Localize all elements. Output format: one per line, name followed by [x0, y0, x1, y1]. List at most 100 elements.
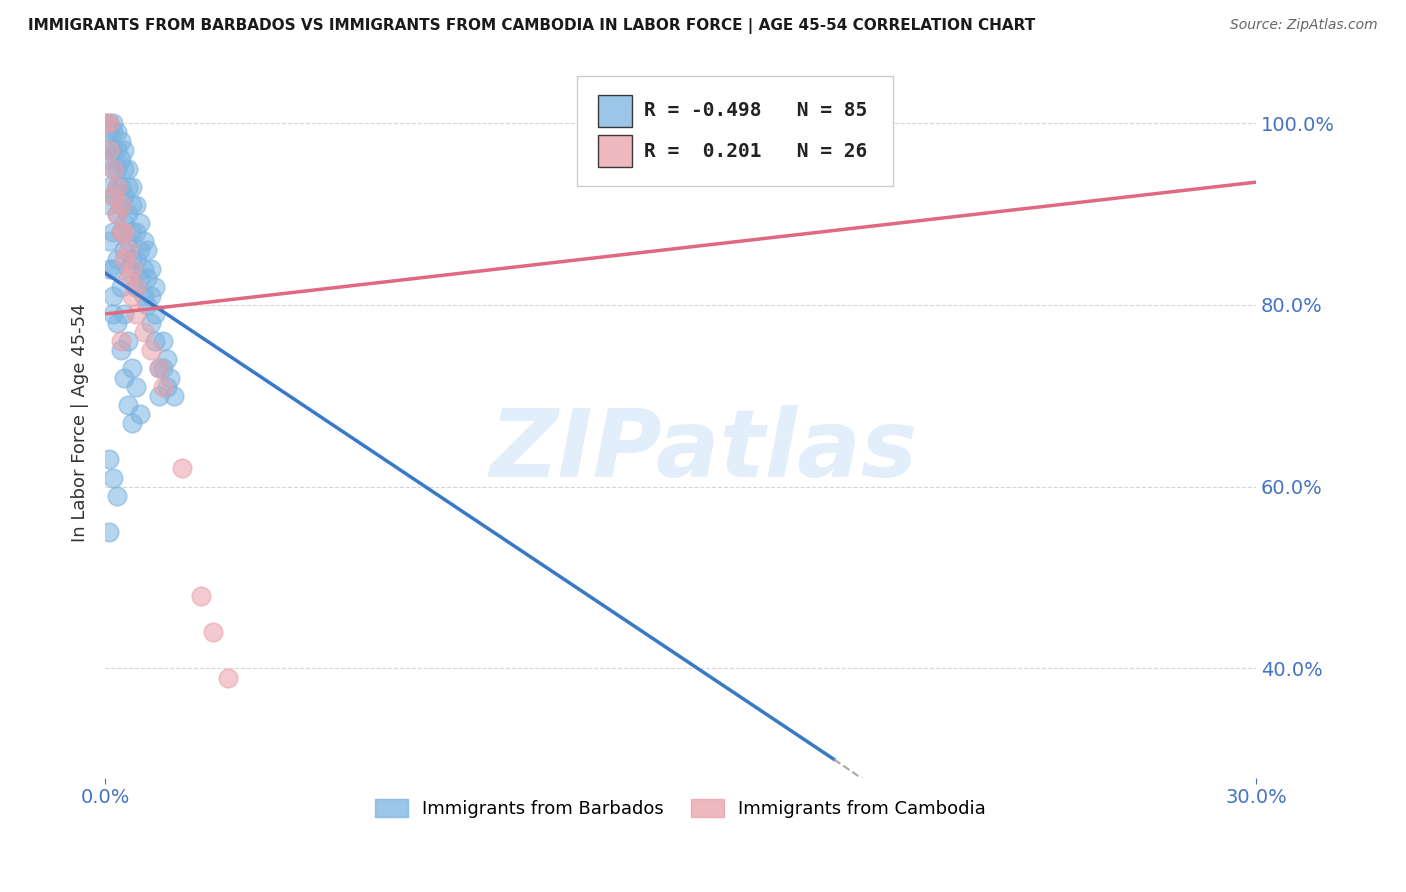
Point	[98, 179, 121, 194]
Point	[190, 589, 212, 603]
Point	[101, 307, 124, 321]
Point	[117, 398, 139, 412]
Point	[112, 216, 135, 230]
Point	[101, 125, 124, 139]
Point	[117, 244, 139, 258]
Point	[101, 261, 124, 276]
Point	[110, 134, 132, 148]
Point	[117, 161, 139, 176]
Point	[110, 225, 132, 239]
Point	[98, 116, 121, 130]
Point	[152, 334, 174, 349]
Point	[125, 279, 148, 293]
Point	[117, 179, 139, 194]
Point	[121, 179, 143, 194]
Point	[101, 144, 124, 158]
Point	[112, 244, 135, 258]
Point	[101, 470, 124, 484]
Point	[98, 144, 121, 158]
Point	[105, 252, 128, 267]
Point	[112, 307, 135, 321]
Point	[121, 225, 143, 239]
Point	[101, 225, 124, 239]
Point	[148, 389, 170, 403]
Point	[101, 188, 124, 202]
Point	[112, 225, 135, 239]
Point	[98, 198, 121, 212]
Point	[125, 279, 148, 293]
Point	[132, 289, 155, 303]
Point	[101, 289, 124, 303]
Point	[163, 389, 186, 403]
Text: IMMIGRANTS FROM BARBADOS VS IMMIGRANTS FROM CAMBODIA IN LABOR FORCE | AGE 45-54 : IMMIGRANTS FROM BARBADOS VS IMMIGRANTS F…	[28, 18, 1035, 34]
Point	[117, 261, 139, 276]
Text: Source: ZipAtlas.com: Source: ZipAtlas.com	[1230, 18, 1378, 32]
Point	[110, 279, 132, 293]
Point	[94, 116, 117, 130]
Point	[155, 379, 177, 393]
Point	[98, 261, 121, 276]
Y-axis label: In Labor Force | Age 45-54: In Labor Force | Age 45-54	[72, 304, 89, 542]
Text: R = -0.498   N = 85: R = -0.498 N = 85	[644, 101, 868, 120]
Point	[98, 153, 121, 167]
Point	[143, 279, 166, 293]
FancyBboxPatch shape	[598, 136, 633, 167]
Point	[141, 261, 163, 276]
Point	[152, 379, 174, 393]
Point	[121, 252, 143, 267]
Point	[201, 625, 224, 640]
Point	[98, 125, 121, 139]
Point	[94, 116, 117, 130]
Point	[112, 144, 135, 158]
Point	[148, 361, 170, 376]
Point	[141, 289, 163, 303]
Point	[105, 179, 128, 194]
Point	[143, 307, 166, 321]
Point	[110, 179, 132, 194]
Point	[98, 525, 121, 540]
Point	[112, 188, 135, 202]
Point	[141, 316, 163, 330]
Point	[136, 270, 159, 285]
FancyBboxPatch shape	[598, 95, 633, 127]
Legend: Immigrants from Barbados, Immigrants from Cambodia: Immigrants from Barbados, Immigrants fro…	[368, 791, 993, 825]
Point	[105, 316, 128, 330]
Point	[105, 144, 128, 158]
Point	[98, 234, 121, 248]
Text: ZIPatlas: ZIPatlas	[489, 405, 918, 498]
Point	[105, 161, 128, 176]
Point	[101, 161, 124, 176]
FancyBboxPatch shape	[576, 76, 893, 186]
Point	[110, 198, 132, 212]
Point	[110, 153, 132, 167]
Point	[141, 343, 163, 358]
Point	[152, 361, 174, 376]
Point	[105, 489, 128, 503]
Point	[110, 343, 132, 358]
Point	[117, 334, 139, 349]
Point	[101, 188, 124, 202]
Point	[121, 361, 143, 376]
Point	[121, 198, 143, 212]
Point	[105, 207, 128, 221]
Point	[105, 125, 128, 139]
Point	[121, 261, 143, 276]
Point	[217, 671, 239, 685]
Point	[128, 270, 150, 285]
Point	[98, 116, 121, 130]
Point	[128, 244, 150, 258]
Point	[125, 225, 148, 239]
Point	[155, 352, 177, 367]
Text: R =  0.201   N = 26: R = 0.201 N = 26	[644, 142, 868, 161]
Point	[105, 207, 128, 221]
Point	[112, 252, 135, 267]
Point	[159, 370, 181, 384]
Point	[132, 261, 155, 276]
Point	[105, 179, 128, 194]
Point	[94, 144, 117, 158]
Point	[98, 452, 121, 467]
Point	[125, 252, 148, 267]
Point	[125, 198, 148, 212]
Point	[132, 234, 155, 248]
Point	[110, 225, 132, 239]
